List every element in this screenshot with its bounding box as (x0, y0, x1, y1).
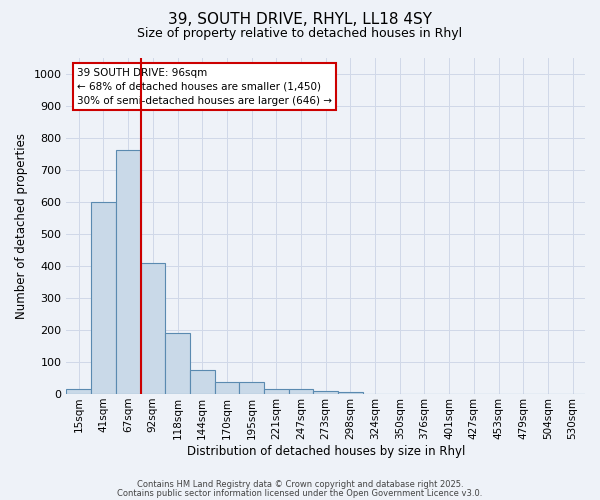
Text: Contains public sector information licensed under the Open Government Licence v3: Contains public sector information licen… (118, 488, 482, 498)
Bar (264, 389, 289, 394)
Y-axis label: Number of detached properties: Number of detached properties (15, 133, 28, 319)
X-axis label: Distribution of detached houses by size in Rhyl: Distribution of detached houses by size … (187, 444, 465, 458)
Bar (165, 333, 190, 394)
Bar (313, 392, 338, 394)
Text: 39, SOUTH DRIVE, RHYL, LL18 4SY: 39, SOUTH DRIVE, RHYL, LL18 4SY (168, 12, 432, 28)
Bar (67, 389, 91, 394)
Bar (116, 150, 140, 394)
Bar (289, 389, 313, 394)
Bar (190, 370, 215, 394)
Text: Size of property relative to detached houses in Rhyl: Size of property relative to detached ho… (137, 28, 463, 40)
Bar (215, 382, 239, 394)
Text: 39 SOUTH DRIVE: 96sqm
← 68% of detached houses are smaller (1,450)
30% of semi-d: 39 SOUTH DRIVE: 96sqm ← 68% of detached … (77, 68, 332, 106)
Bar (338, 392, 363, 394)
Bar (91, 202, 116, 394)
Text: Contains HM Land Registry data © Crown copyright and database right 2025.: Contains HM Land Registry data © Crown c… (137, 480, 463, 489)
Bar (140, 262, 165, 394)
Bar (239, 382, 264, 394)
